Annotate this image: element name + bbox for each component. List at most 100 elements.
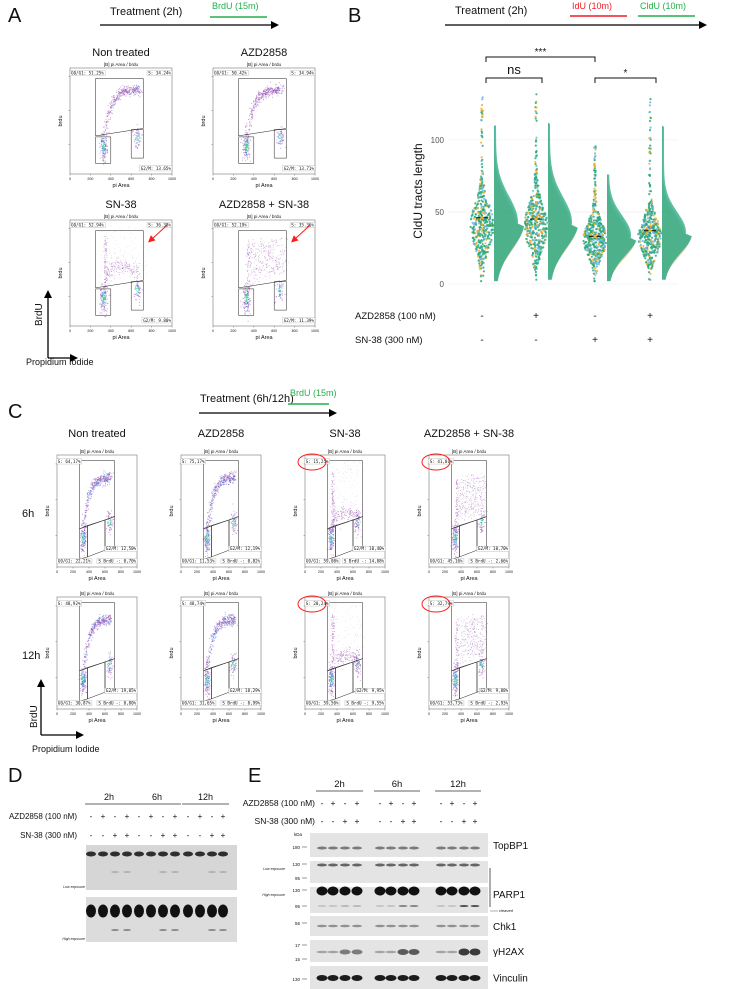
- event-dot: [100, 157, 102, 159]
- event-dot: [111, 521, 113, 523]
- data-point: [488, 212, 491, 215]
- event-dot: [124, 236, 126, 238]
- data-point: [472, 229, 475, 232]
- event-dot: [117, 266, 119, 268]
- data-point: [653, 259, 656, 262]
- event-dot: [275, 91, 277, 93]
- event-dot: [253, 109, 255, 111]
- event-dot: [248, 287, 250, 288]
- event-dot: [107, 511, 110, 513]
- event-dot: [206, 550, 208, 552]
- event-dot: [248, 145, 250, 147]
- data-point: [533, 262, 536, 265]
- event-dot: [278, 137, 280, 139]
- event-dot: [134, 145, 136, 147]
- event-dot: [112, 262, 114, 264]
- event-dot: [274, 285, 276, 287]
- data-point: [599, 229, 602, 232]
- event-dot: [246, 262, 248, 264]
- event-dot: [254, 98, 256, 100]
- data-point: [535, 259, 538, 262]
- event-dot: [279, 292, 281, 294]
- event-dot: [104, 286, 106, 288]
- event-dot: [280, 93, 282, 95]
- event-dot: [259, 92, 261, 94]
- event-dot: [114, 261, 115, 263]
- event-dot: [107, 127, 109, 129]
- event-dot: [269, 257, 271, 259]
- event-dot: [129, 96, 131, 98]
- event-dot: [281, 292, 283, 294]
- event-dot: [109, 104, 111, 106]
- data-point: [478, 246, 482, 249]
- event-dot: [248, 272, 250, 274]
- data-point: [535, 168, 538, 171]
- event-dot: [108, 512, 110, 515]
- event-dot: [276, 93, 278, 95]
- event-dot: [280, 131, 282, 133]
- event-dot: [255, 255, 256, 257]
- event-dot: [137, 275, 139, 277]
- event-dot: [261, 248, 262, 249]
- event-dot: [281, 133, 283, 135]
- panel-label-e: E: [248, 765, 261, 787]
- event-dot: [102, 133, 104, 135]
- data-point: [594, 262, 598, 265]
- data-point: [656, 223, 659, 226]
- event-dot: [101, 157, 103, 159]
- event-dot: [246, 300, 248, 302]
- data-point: [487, 231, 490, 234]
- event-dot: [125, 247, 127, 249]
- event-dot: [281, 91, 283, 93]
- event-dot: [244, 291, 247, 294]
- event-dot: [260, 273, 262, 275]
- event-dot: [108, 110, 110, 112]
- data-point: [590, 252, 593, 256]
- event-dot: [109, 118, 111, 120]
- event-dot: [104, 292, 106, 294]
- event-dot: [256, 274, 258, 276]
- event-dot: [80, 541, 82, 543]
- data-point: [541, 206, 544, 209]
- event-dot: [209, 538, 211, 541]
- data-point: [535, 255, 538, 258]
- event-dot: [108, 275, 110, 277]
- event-dot: [258, 271, 260, 273]
- event-dot: [247, 119, 250, 121]
- data-point: [480, 280, 483, 283]
- event-dot: [111, 237, 113, 238]
- event-dot: [278, 280, 280, 282]
- s-percentage: S: 36.38%: [148, 222, 171, 227]
- event-dot: [120, 260, 121, 262]
- event-dot: [112, 95, 115, 97]
- data-point: [656, 240, 660, 243]
- event-dot: [99, 145, 102, 147]
- event-dot: [249, 147, 251, 149]
- data-point: [535, 239, 538, 242]
- data-point: [599, 222, 603, 225]
- x-tick-label: 600: [271, 329, 277, 333]
- event-dot: [129, 233, 131, 235]
- event-dot: [104, 303, 106, 305]
- event-dot: [117, 92, 119, 94]
- event-dot: [105, 122, 107, 124]
- event-dot: [242, 306, 244, 308]
- event-dot: [109, 294, 111, 296]
- data-point: [587, 239, 590, 242]
- data-point: [639, 244, 642, 248]
- event-dot: [266, 94, 268, 96]
- event-dot: [248, 244, 250, 246]
- data-point: [534, 274, 538, 277]
- x-tick-label: 0: [180, 570, 182, 574]
- data-point: [648, 147, 651, 150]
- event-dot: [135, 88, 137, 90]
- event-dot: [242, 137, 245, 139]
- g2m-percentage-box: [139, 165, 173, 172]
- event-dot: [242, 142, 244, 144]
- event-dot: [131, 91, 133, 93]
- event-dot: [109, 110, 111, 112]
- event-dot: [278, 262, 280, 264]
- event-dot: [262, 95, 264, 97]
- event-dot: [113, 231, 115, 233]
- data-point: [591, 263, 594, 266]
